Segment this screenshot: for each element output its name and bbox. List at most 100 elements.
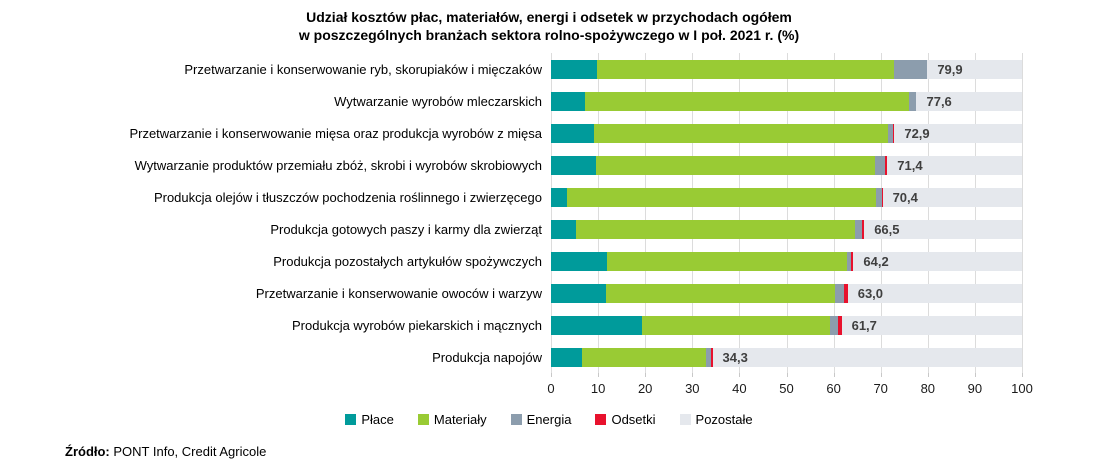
stacked-bar	[551, 59, 1022, 79]
bar-segment-place	[551, 251, 607, 271]
legend-swatch	[679, 414, 691, 425]
bar-segment-place	[551, 219, 576, 239]
axis-tick	[786, 373, 788, 377]
legend-label: Odsetki	[611, 412, 656, 427]
source-note: Źródło: PONT Info, Credit Agricole	[65, 444, 1098, 459]
value-label: 70,4	[892, 189, 918, 205]
category-label: Wytwarzanie produktów przemiału zbóż, sk…	[134, 157, 542, 173]
bar-segment-materialy	[566, 187, 877, 207]
bar-segment-odsetki	[844, 283, 848, 303]
bar-segment-odsetki	[710, 347, 713, 367]
bar-segment-place	[551, 315, 642, 335]
category-label: Wytwarzanie wyrobów mleczarskich	[334, 93, 542, 109]
bar-segment-pozostale	[894, 123, 1022, 143]
category-label: Przetwarzanie i konserwowanie ryb, skoru…	[184, 61, 542, 77]
axis-tick	[692, 373, 694, 377]
bar-segment-energia	[835, 283, 845, 303]
category-label: Produkcja napojów	[432, 349, 542, 365]
gridline	[880, 53, 882, 373]
value-label: 34,3	[722, 349, 748, 365]
bar-track: 77,6	[551, 91, 1022, 111]
bar-segment-energia	[888, 123, 893, 143]
axis-tick	[739, 373, 741, 377]
axis-tick-label: 70	[873, 381, 888, 396]
category-label: Przetwarzanie i konserwowanie owoców i w…	[255, 285, 542, 301]
bar-segment-pozostale	[927, 59, 1022, 79]
category-label: Produkcja gotowych paszy i karmy dla zwi…	[270, 221, 542, 237]
bar-segment-pozostale	[882, 187, 1022, 207]
bar-row: Przetwarzanie i konserwowanie mięsa oraz…	[0, 117, 1098, 149]
axis-tick-label: 40	[732, 381, 747, 396]
bar-segment-materialy	[605, 283, 836, 303]
stacked-bar-chart: Przetwarzanie i konserwowanie ryb, skoru…	[0, 53, 1098, 399]
bar-segment-place	[551, 91, 585, 111]
gridline	[974, 53, 976, 373]
chart-title: Udział kosztów płac, materiałów, energi …	[0, 0, 1098, 44]
legend-label: Materiały	[433, 412, 487, 427]
axis-tick	[598, 373, 600, 377]
bar-track: 72,9	[551, 123, 1022, 143]
bar-segment-pozostale	[712, 347, 1022, 367]
gridline	[927, 53, 929, 373]
axis-tick	[833, 373, 835, 377]
bar-segment-pozostale	[887, 155, 1022, 175]
stacked-bar	[551, 187, 1022, 207]
stacked-bar	[551, 251, 1022, 271]
gridline	[645, 53, 647, 373]
bar-row: Produkcja pozostałych artykułów spożywcz…	[0, 245, 1098, 277]
value-label: 61,7	[851, 317, 877, 333]
bar-track: 63,0	[551, 283, 1022, 303]
bar-track: 61,7	[551, 315, 1022, 335]
value-label: 79,9	[937, 61, 963, 77]
bar-segment-energia	[876, 187, 883, 207]
bar-row: Przetwarzanie i konserwowanie owoców i w…	[0, 277, 1098, 309]
bar-segment-materialy	[575, 219, 855, 239]
axis-tick-label: 60	[826, 381, 841, 396]
bar-row: Wytwarzanie produktów przemiału zbóż, sk…	[0, 149, 1098, 181]
x-axis: 0 10 20 30 40 50 60 70 80 90 100	[547, 381, 1032, 397]
bar-segment-energia	[846, 251, 852, 271]
bar-segment-pozostale	[847, 283, 1022, 303]
bar-segment-place	[551, 155, 596, 175]
axis-tick-label: 50	[779, 381, 794, 396]
axis-tick	[645, 373, 647, 377]
legend-label: Pozostałe	[695, 412, 753, 427]
value-label: 72,9	[904, 125, 930, 141]
axis-tick	[1022, 373, 1023, 377]
category-label: Produkcja pozostałych artykułów spożywcz…	[273, 253, 542, 269]
bar-track: 64,2	[551, 251, 1022, 271]
bar-segment-energia	[909, 91, 917, 111]
bar-segment-pozostale	[841, 315, 1022, 335]
grid-layer	[551, 53, 1023, 377]
bar-track: 70,4	[551, 187, 1022, 207]
bar-segment-energia	[829, 315, 838, 335]
value-label: 77,6	[926, 93, 952, 109]
stacked-bar	[551, 155, 1022, 175]
bar-row: Przetwarzanie i konserwowanie ryb, skoru…	[0, 53, 1098, 85]
bar-segment-place	[551, 187, 567, 207]
source-text: PONT Info, Credit Agricole	[109, 444, 267, 459]
axis-tick-label: 80	[920, 381, 936, 396]
bar-track: 66,5	[551, 219, 1022, 239]
category-label: Przetwarzanie i konserwowanie mięsa oraz…	[129, 125, 542, 141]
chart-title-line1: Udział kosztów płac, materiałów, energi …	[306, 9, 792, 25]
value-label: 63,0	[857, 285, 884, 301]
bar-segment-materialy	[581, 347, 706, 367]
bar-segment-odsetki	[892, 123, 895, 143]
bar-segment-odsetki	[862, 219, 865, 239]
gridline	[786, 53, 788, 373]
legend-label: Energia	[526, 412, 572, 427]
bar-segment-materialy	[596, 59, 895, 79]
bar-segment-place	[551, 59, 597, 79]
bar-row: Wytwarzanie wyrobów mleczarskich 77,6	[0, 85, 1098, 117]
legend-swatch	[345, 414, 357, 425]
bar-segment-place	[551, 347, 582, 367]
axis-tick-label: 90	[967, 381, 983, 396]
bar-segment-materialy	[606, 251, 847, 271]
stacked-bar	[551, 219, 1022, 239]
bar-segment-place	[551, 123, 595, 143]
legend-swatch	[510, 414, 522, 425]
axis-tick	[880, 373, 882, 377]
stacked-bar	[551, 347, 1022, 367]
